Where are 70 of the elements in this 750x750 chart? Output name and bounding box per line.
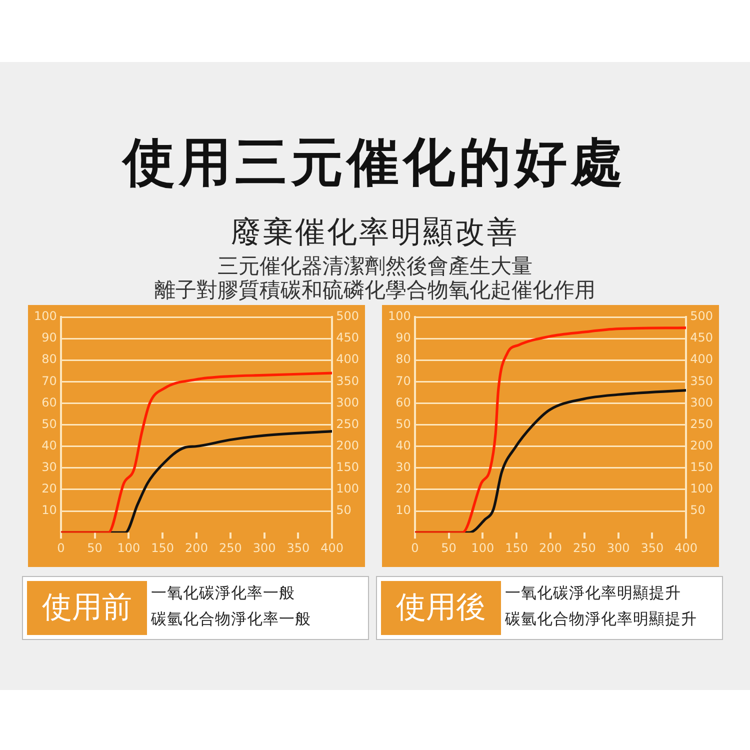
- y2-tick-label: 400: [336, 352, 359, 366]
- x-tick-label: 350: [286, 540, 310, 555]
- y-tick-label: 20: [396, 482, 411, 496]
- x-tick-label: 400: [674, 540, 698, 555]
- text: 一氧化碳淨化率一般: [151, 583, 295, 604]
- y-tick-label: 10: [42, 503, 57, 518]
- y2-tick-label: 500: [690, 309, 713, 324]
- y-tick-label: 90: [42, 330, 57, 345]
- text: 碳氫化合物淨化率一般: [151, 609, 311, 630]
- text: 三元催化器清潔劑然後會產生大量: [216, 254, 534, 278]
- y2-tick-label: 100: [336, 482, 359, 496]
- x-tick-label: 50: [441, 540, 456, 555]
- y2-tick-label: 50: [690, 503, 706, 518]
- x-tick-label: 150: [151, 540, 174, 555]
- y-tick-label: 80: [396, 352, 411, 366]
- y2-tick-label: 50: [336, 503, 352, 518]
- x-tick-label: 250: [218, 540, 242, 555]
- x-tick-label: 0: [57, 540, 65, 555]
- y2-tick-label: 300: [336, 395, 359, 410]
- x-tick-label: 250: [572, 540, 596, 555]
- y-tick-label: 40: [396, 438, 411, 452]
- text: 一氧化碳淨化率明顯提升: [505, 583, 681, 604]
- x-tick-label: 200: [539, 540, 562, 555]
- x-tick-label: 200: [185, 540, 208, 555]
- y-tick-label: 20: [42, 482, 57, 496]
- y-tick-label: 90: [396, 330, 411, 345]
- text: 碳氫化合物淨化率明顯提升: [505, 609, 697, 630]
- y2-tick-label: 400: [690, 352, 713, 366]
- x-tick-label: 50: [87, 540, 102, 555]
- y2-tick-label: 200: [336, 438, 359, 452]
- y2-tick-label: 450: [336, 330, 359, 345]
- y2-tick-label: 150: [336, 460, 359, 474]
- y-tick-label: 30: [42, 460, 57, 474]
- y2-tick-label: 350: [336, 374, 359, 388]
- y2-tick-label: 450: [690, 330, 713, 345]
- x-tick-label: 100: [471, 540, 494, 555]
- y-tick-label: 60: [396, 395, 411, 410]
- y-tick-label: 100: [34, 309, 57, 324]
- y-tick-label: 80: [42, 352, 57, 366]
- y-tick-label: 40: [42, 438, 57, 452]
- line-series: [60, 372, 332, 533]
- y-tick-label: 60: [42, 395, 57, 410]
- y-tick-label: 50: [396, 416, 411, 431]
- line-series: [414, 326, 686, 533]
- text: 使用前: [27, 581, 147, 635]
- y2-tick-label: 500: [336, 309, 359, 324]
- y2-tick-label: 300: [690, 395, 713, 410]
- y-tick-label: 100: [388, 309, 411, 324]
- y2-tick-label: 350: [690, 374, 713, 388]
- text: 使用後: [381, 581, 501, 635]
- y-tick-label: 30: [396, 460, 411, 474]
- x-tick-label: 350: [640, 540, 664, 555]
- x-tick-label: 0: [411, 540, 419, 555]
- chart-subtitle: 廢棄催化率明顯改善: [230, 214, 520, 252]
- text: 離子對膠質積碳和硫磷化學合物氧化起催化作用: [154, 278, 596, 302]
- y2-tick-label: 250: [336, 416, 359, 431]
- y2-tick-label: 150: [690, 460, 713, 474]
- x-tick-label: 100: [117, 540, 140, 555]
- chart-title: 使用三元催化的好處: [120, 132, 628, 195]
- x-tick-label: 300: [252, 540, 276, 555]
- x-tick-label: 300: [606, 540, 630, 555]
- y2-tick-label: 100: [690, 482, 713, 496]
- y-tick-label: 70: [42, 374, 57, 388]
- y-tick-label: 50: [42, 416, 57, 431]
- y2-tick-label: 250: [690, 416, 713, 431]
- y2-tick-label: 200: [690, 438, 713, 452]
- y-tick-label: 70: [396, 374, 411, 388]
- x-tick-label: 150: [505, 540, 528, 555]
- x-tick-label: 400: [320, 540, 344, 555]
- y-tick-label: 10: [396, 503, 411, 518]
